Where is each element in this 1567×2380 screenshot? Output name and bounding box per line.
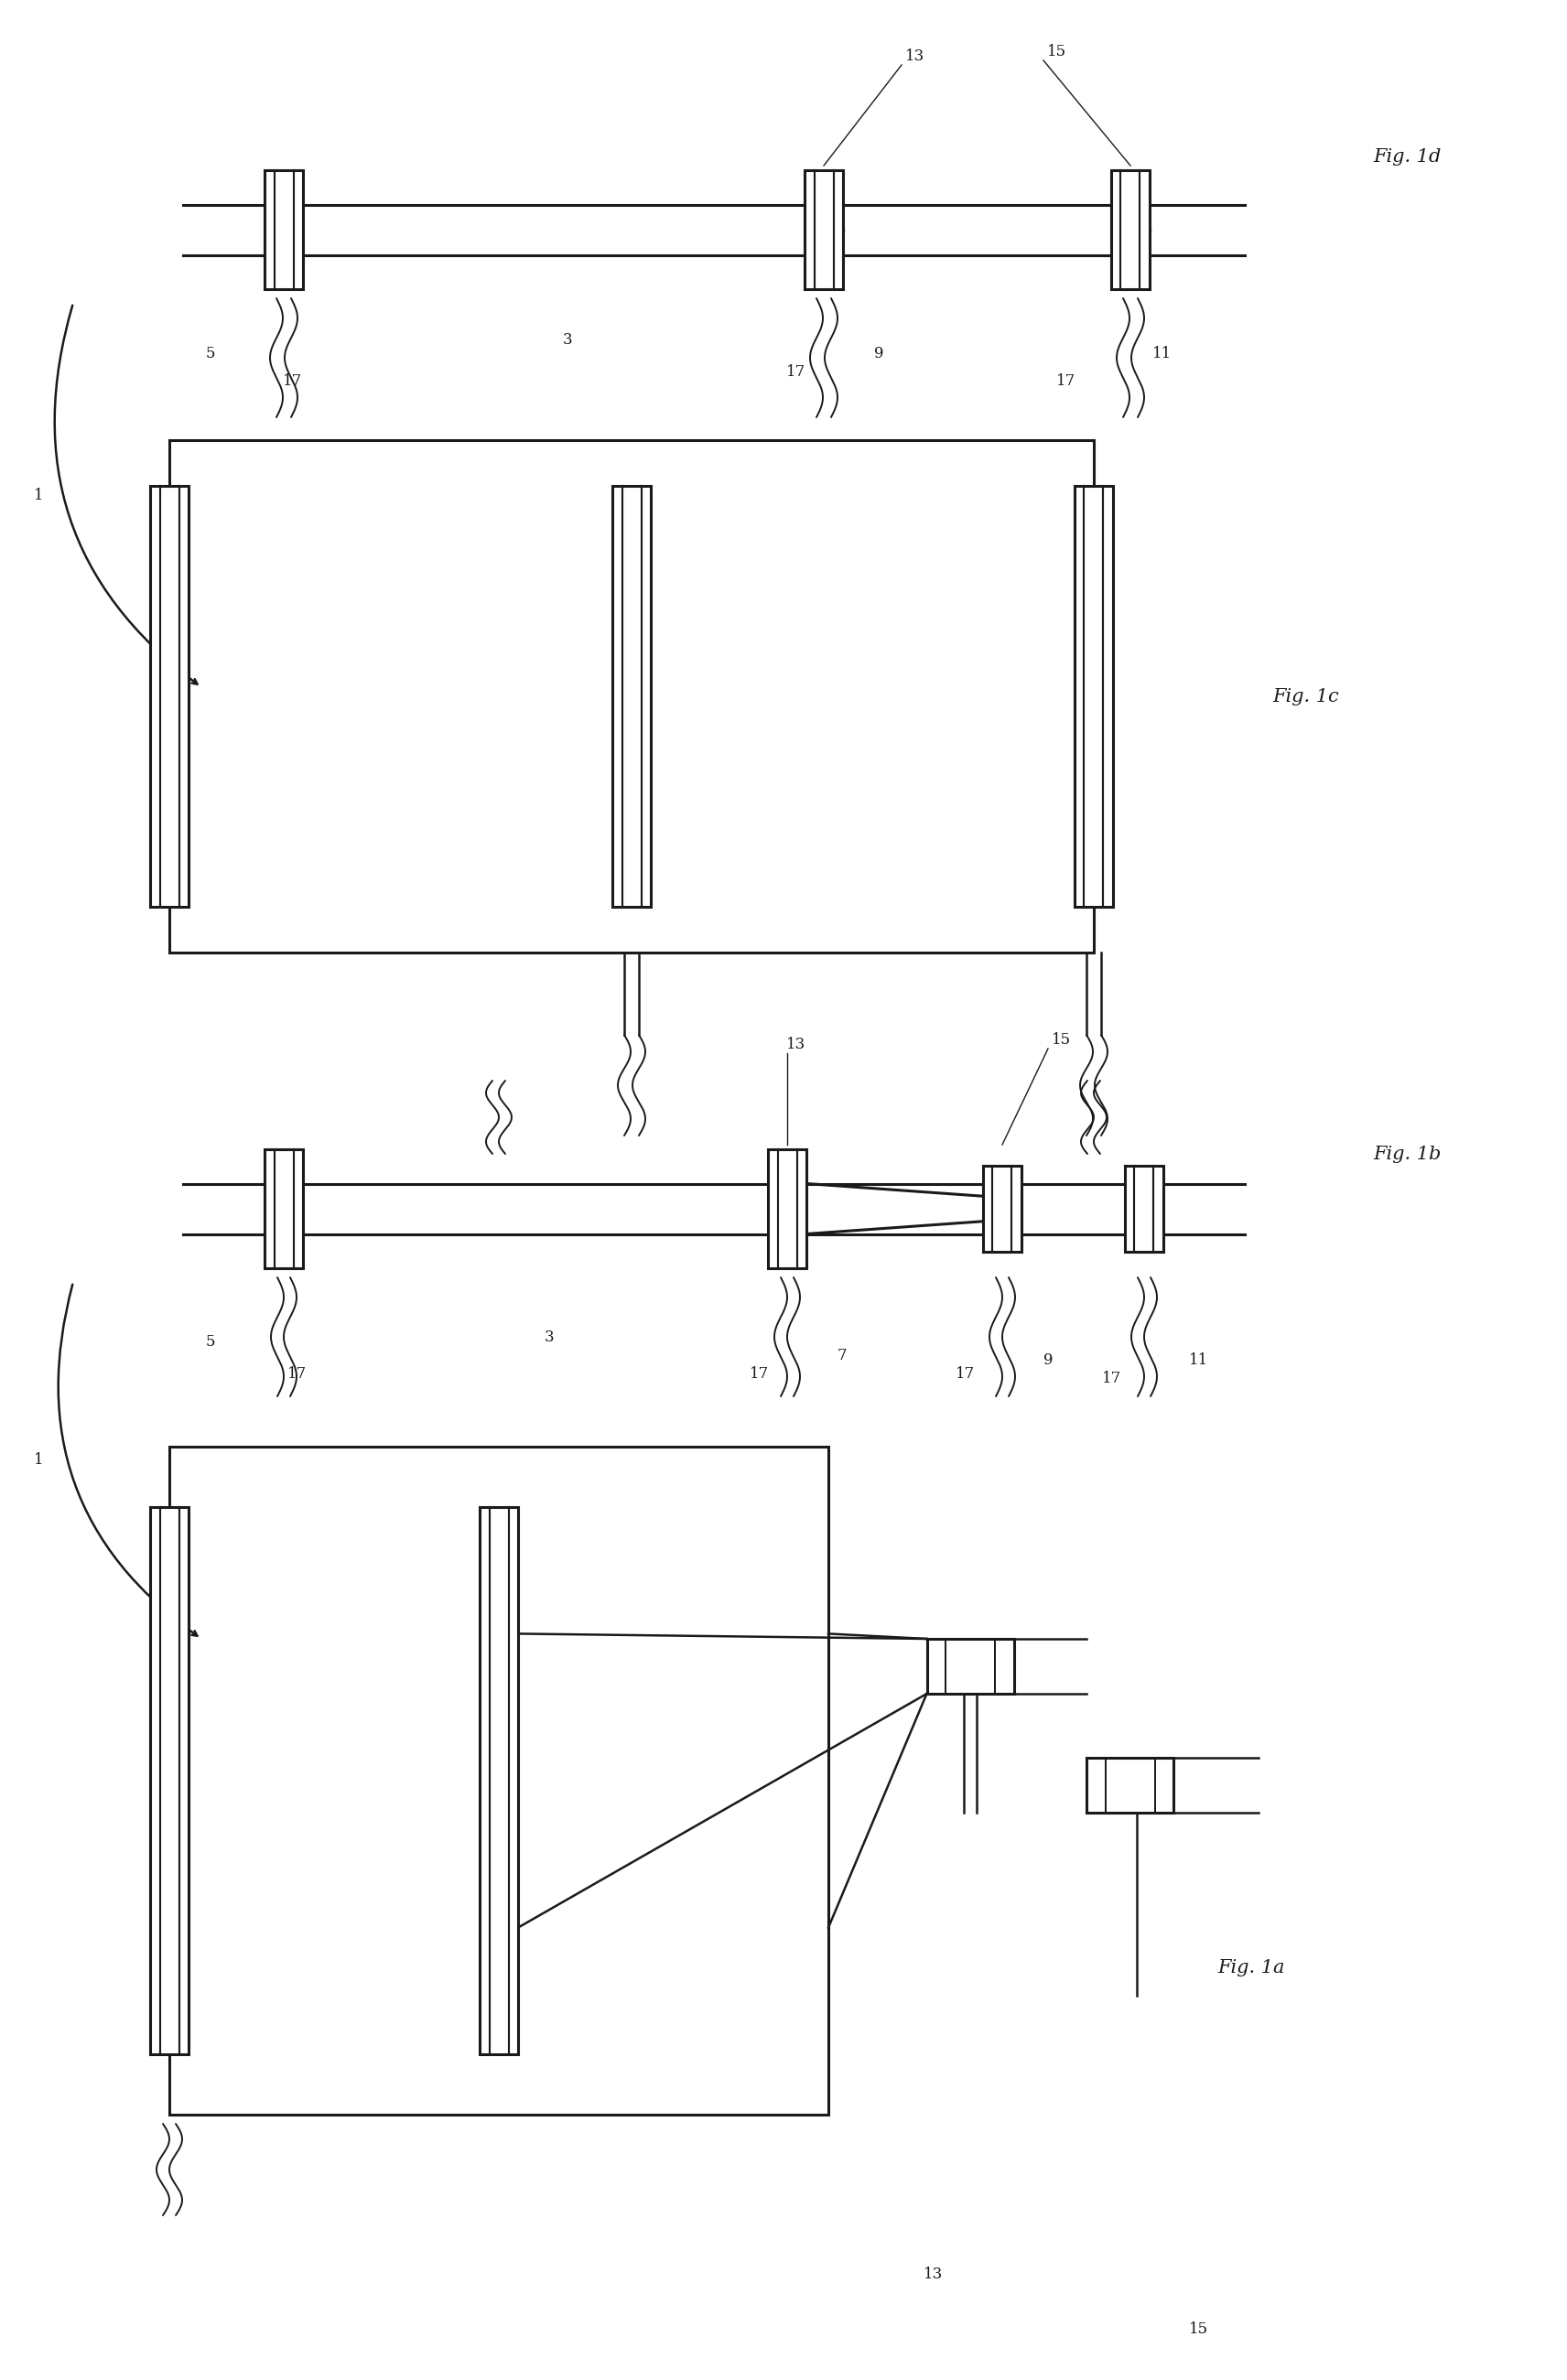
Bar [265,1150,302,1269]
Text: 15: 15 [1189,2323,1208,2337]
Bar [265,171,302,288]
Text: 17: 17 [1056,374,1077,388]
Text: Fig. 1a: Fig. 1a [1218,1959,1285,1978]
Bar [1075,486,1113,907]
Text: 17: 17 [284,374,302,388]
Text: 3: 3 [544,1328,555,1345]
Text: 5: 5 [205,345,215,362]
Bar [1125,1166,1163,1252]
Text: 15: 15 [1051,1031,1072,1047]
Bar [480,1507,519,2054]
Text: 5: 5 [205,1333,215,1349]
Bar [150,1507,188,2054]
Bar [169,440,1094,952]
Text: 15: 15 [1047,43,1067,60]
Text: 13: 13 [787,1035,805,1052]
Bar [804,171,843,288]
Text: 17: 17 [288,1366,307,1380]
Text: 13: 13 [925,2268,943,2282]
Text: 9: 9 [874,345,884,362]
Text: 17: 17 [1102,1371,1122,1385]
Text: 17: 17 [751,1366,769,1380]
Text: 1: 1 [33,1452,44,1468]
Bar [613,486,650,907]
Text: 1: 1 [33,488,44,502]
Text: Fig. 1b: Fig. 1b [1373,1145,1442,1161]
Bar [1087,1759,1174,1814]
Text: 7: 7 [837,1347,846,1364]
Text: 11: 11 [1153,345,1172,362]
Text: 3: 3 [563,331,572,347]
Text: 13: 13 [906,48,925,64]
Bar [169,1447,829,2116]
Bar [926,1640,1014,1695]
Bar [150,486,188,907]
Bar [768,1150,807,1269]
Text: Fig. 1d: Fig. 1d [1373,148,1442,164]
Bar [1111,171,1150,288]
Text: 9: 9 [1044,1352,1053,1368]
Text: 17: 17 [787,364,805,378]
Bar [983,1166,1022,1252]
Text: Fig. 1c: Fig. 1c [1272,688,1338,704]
Text: 11: 11 [1189,1352,1208,1368]
Text: 17: 17 [956,1366,975,1380]
